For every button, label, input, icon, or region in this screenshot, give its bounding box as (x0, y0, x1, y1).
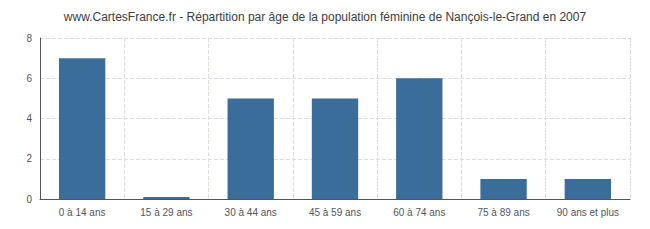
svg-text:8: 8 (26, 33, 32, 44)
svg-text:75 à 89 ans: 75 à 89 ans (477, 207, 529, 218)
svg-text:15 à 29 ans: 15 à 29 ans (140, 207, 192, 218)
svg-text:0: 0 (26, 194, 32, 205)
svg-text:60 à 74 ans: 60 à 74 ans (393, 207, 445, 218)
svg-text:4: 4 (26, 113, 32, 124)
svg-text:0 à 14 ans: 0 à 14 ans (59, 207, 106, 218)
svg-text:www.CartesFrance.fr - Répartit: www.CartesFrance.fr - Répartition par âg… (63, 10, 587, 24)
svg-text:2: 2 (26, 153, 32, 164)
svg-text:6: 6 (26, 73, 32, 84)
svg-text:30 à 44 ans: 30 à 44 ans (225, 207, 277, 218)
svg-text:90 ans et plus: 90 ans et plus (557, 207, 619, 218)
svg-text:45 à 59 ans: 45 à 59 ans (309, 207, 361, 218)
